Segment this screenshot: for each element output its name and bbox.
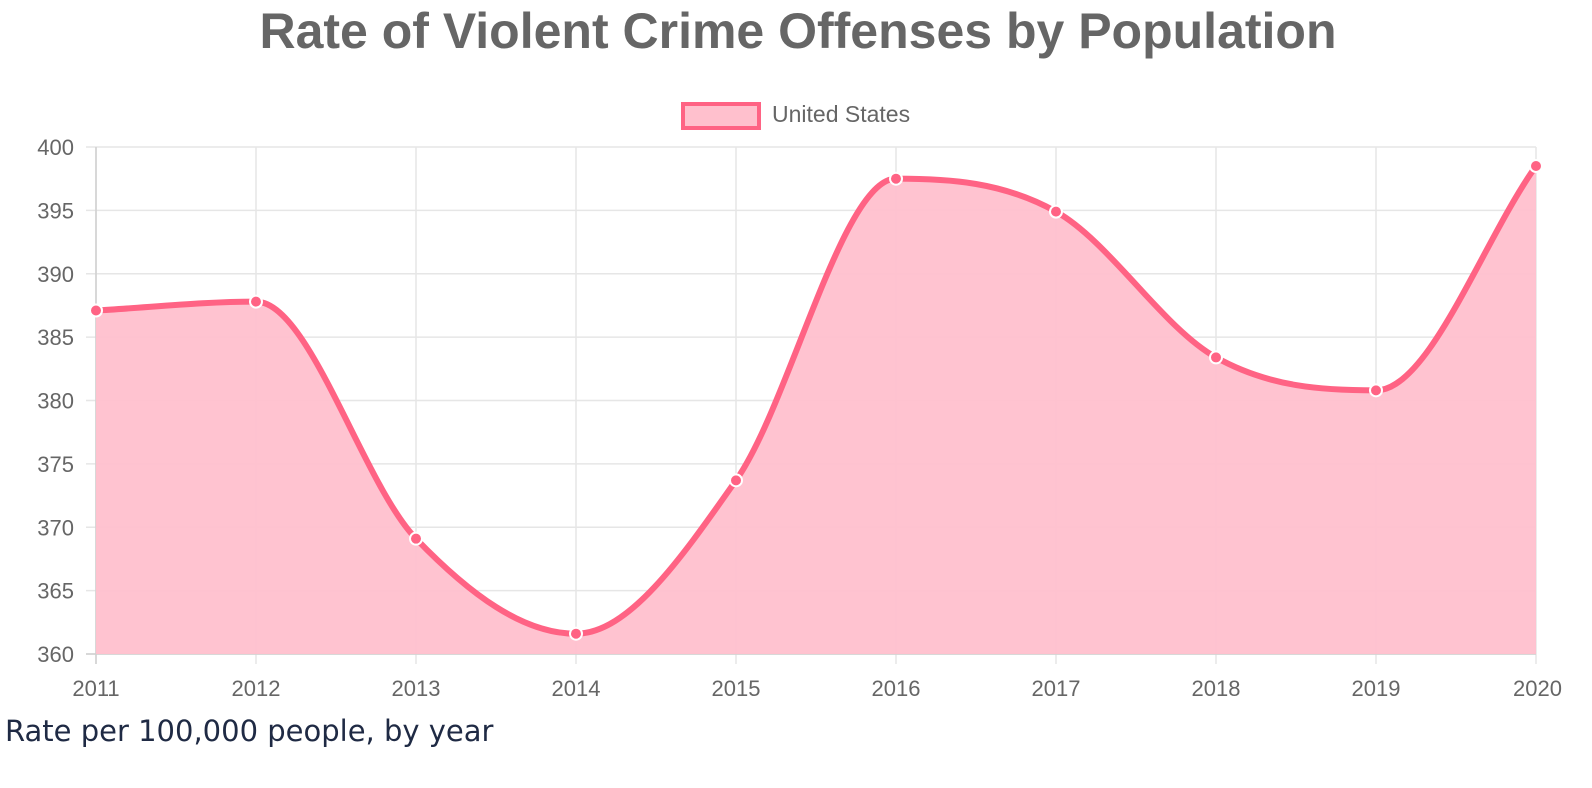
area-fill (96, 166, 1536, 654)
x-tick-label: 2017 (1032, 676, 1081, 700)
tick-labels: 360 365 370 375 380 385 390 395 400 2011 2012 2013 2… (37, 135, 1562, 700)
data-point[interactable] (729, 473, 743, 488)
y-tick-label: 400 (37, 135, 74, 160)
x-tick-label: 2016 (872, 676, 921, 700)
legend[interactable]: United States (681, 101, 910, 130)
data-point[interactable] (569, 626, 583, 641)
y-tick-label: 375 (37, 452, 74, 477)
y-tick-label: 395 (37, 198, 74, 223)
chart-caption: Rate per 100,000 people, by year (5, 714, 494, 748)
y-tick-label: 365 (37, 579, 74, 604)
data-point[interactable] (889, 171, 903, 186)
data-point[interactable] (89, 303, 103, 318)
x-tick-label: 2012 (232, 676, 281, 700)
data-point[interactable] (1529, 159, 1543, 174)
x-tick-label: 2018 (1192, 676, 1241, 700)
x-tick-label: 2015 (712, 676, 761, 700)
data-points (89, 159, 1543, 641)
chart-title: Rate of Violent Crime Offenses by Popula… (259, 3, 1336, 59)
y-tick-label: 370 (37, 515, 74, 540)
chart: Rate of Violent Crime Offenses by Popula… (37, 3, 1562, 700)
y-tick-label: 380 (37, 389, 74, 414)
x-tick-label: 2020 (1513, 676, 1562, 700)
legend-label: United States (772, 101, 910, 127)
y-tick-label: 360 (37, 642, 74, 667)
legend-swatch (681, 102, 761, 130)
y-tick-label: 390 (37, 262, 74, 287)
x-tick-label: 2011 (72, 676, 119, 700)
y-tick-label: 385 (37, 325, 74, 350)
data-point[interactable] (249, 294, 263, 309)
x-tick-label: 2019 (1352, 676, 1401, 700)
data-point[interactable] (409, 531, 423, 546)
data-point[interactable] (1369, 383, 1383, 398)
data-point[interactable] (1049, 204, 1063, 219)
data-point[interactable] (1209, 350, 1223, 365)
series-line (95, 164, 1539, 637)
x-tick-label: 2013 (392, 676, 441, 700)
x-tick-label: 2014 (552, 676, 601, 700)
